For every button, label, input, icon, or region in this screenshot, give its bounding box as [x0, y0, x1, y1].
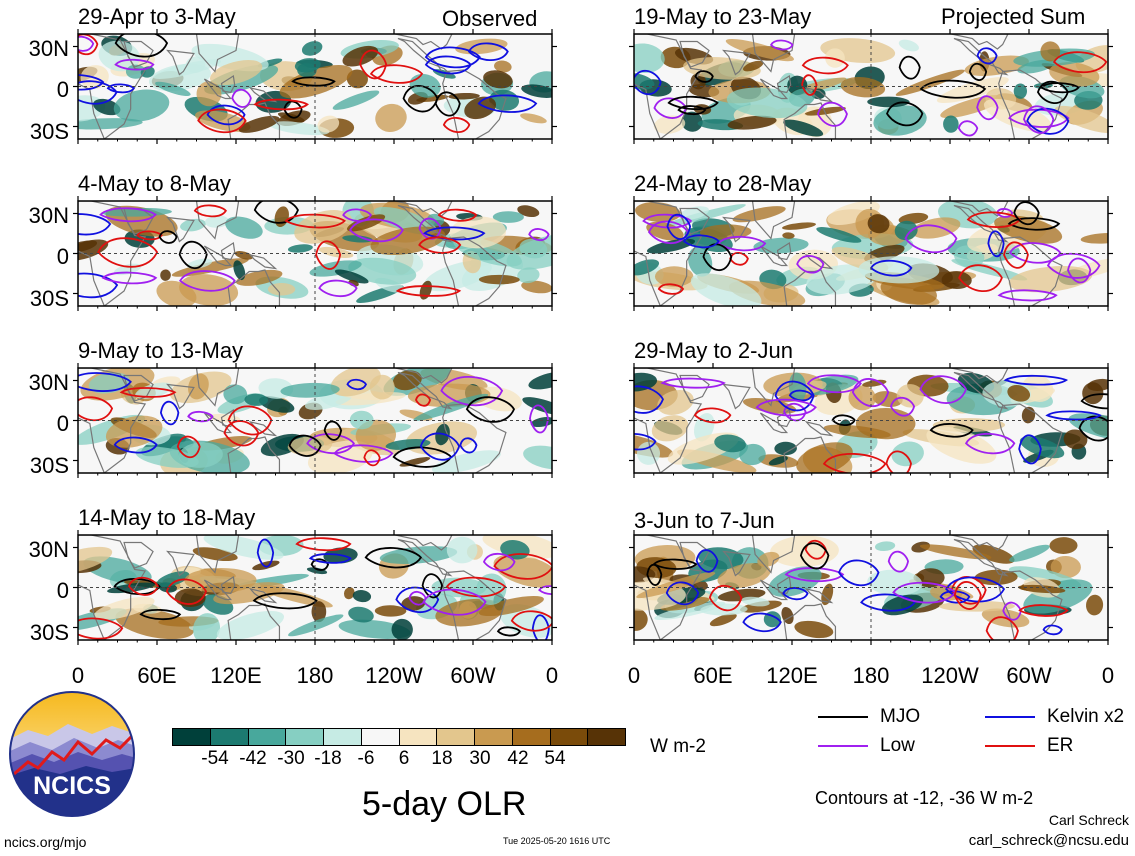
- map-panel: [78, 34, 552, 139]
- lat-label: 0: [56, 578, 69, 603]
- legend-line-kelvin: [985, 716, 1035, 718]
- lon-label: 0: [71, 663, 85, 688]
- colorbar-swatch: [512, 729, 551, 745]
- colorbar-swatch: [324, 729, 362, 745]
- panel-title-proj-1: 19-May to 23-May: [634, 4, 812, 29]
- lon-label: 60E: [693, 663, 733, 688]
- colorbar-swatch: [248, 729, 287, 745]
- colorbar-tick: -30: [277, 748, 305, 769]
- lat-label: 30N: [28, 36, 69, 61]
- logo-text: NCICS: [33, 772, 111, 800]
- legend-label-low: Low: [880, 735, 915, 756]
- colorbar-tick: 42: [507, 748, 529, 769]
- legend-line-er: [985, 745, 1035, 747]
- colorbar-tick: -18: [314, 748, 342, 769]
- lat-label: 0: [56, 411, 69, 436]
- colorbar-tick: 30: [469, 748, 491, 769]
- lon-label: 60E: [137, 663, 177, 688]
- colorbar-swatch: [550, 729, 589, 745]
- legend-er: ER: [985, 735, 1073, 757]
- lon-label: 0: [627, 663, 641, 688]
- map-panels: [73, 29, 1113, 645]
- map-panel: [78, 201, 552, 306]
- colorbar-swatch: [588, 729, 625, 745]
- colorbar-tick: 6: [398, 748, 410, 769]
- figure-title: 5-day OLR: [362, 785, 527, 823]
- legend-line-mjo: [818, 716, 868, 718]
- colorbar-swatch: [475, 729, 513, 745]
- email: carl_schreck@ncsu.edu: [968, 832, 1129, 849]
- lon-label: 120W: [921, 663, 979, 688]
- panel-title-proj-3: 29-May to 2-Jun: [634, 338, 793, 363]
- lat-label: 30S: [29, 453, 69, 478]
- legend-label-kelvin: Kelvin x2: [1047, 706, 1125, 727]
- colorbar-swatch: [437, 729, 475, 745]
- panel-title-obs-3: 9-May to 13-May: [78, 338, 244, 363]
- projected-label: Projected Sum: [941, 4, 1086, 29]
- colorbar: [172, 728, 626, 746]
- legend-low: Low: [818, 735, 915, 757]
- lon-label: 0: [545, 663, 559, 688]
- lat-label: 30N: [28, 370, 69, 395]
- colorbar-swatch: [210, 729, 249, 745]
- lon-label: 60W: [1006, 663, 1052, 688]
- colorbar-tick: -42: [239, 748, 267, 769]
- map-panel: [634, 368, 1108, 473]
- lon-label: 0: [1101, 663, 1115, 688]
- panel-title-obs-1: 29-Apr to 3-May: [78, 4, 236, 29]
- colorbar-swatch: [399, 729, 438, 745]
- colorbar-swatch: [173, 729, 211, 745]
- legend-line-low: [818, 745, 868, 747]
- lon-label: 120E: [210, 663, 262, 688]
- lon-label: 120E: [766, 663, 818, 688]
- lat-label: 30S: [29, 620, 69, 645]
- panel-title-obs-4: 14-May to 18-May: [78, 505, 256, 530]
- lon-label: 120W: [365, 663, 423, 688]
- timestamp: Tue 2025-05-20 1616 UTC: [503, 836, 611, 846]
- colorbar-tick: 54: [544, 748, 566, 769]
- legend-label-mjo: MJO: [880, 706, 921, 727]
- panel-title-obs-2: 4-May to 8-May: [78, 171, 231, 196]
- lat-label: 30N: [28, 203, 69, 228]
- lon-label: 180: [296, 663, 334, 688]
- map-panel: [634, 535, 1108, 640]
- colorbar-units: W m-2: [650, 736, 706, 757]
- colorbar-tick: -6: [357, 748, 375, 769]
- lon-label: 180: [852, 663, 890, 688]
- map-panel: [78, 535, 552, 640]
- panel-title-proj-4: 3-Jun to 7-Jun: [634, 508, 775, 533]
- panel-title-proj-2: 24-May to 28-May: [634, 171, 812, 196]
- colorbar-swatch: [286, 729, 324, 745]
- lat-label: 30N: [28, 537, 69, 562]
- legend-label-er: ER: [1047, 735, 1074, 756]
- legend-kelvin: Kelvin x2: [985, 706, 1124, 728]
- lat-label: 0: [56, 244, 69, 269]
- colorbar-swatch: [361, 729, 400, 745]
- lon-label: 60W: [450, 663, 496, 688]
- lat-label: 30S: [29, 119, 69, 144]
- lat-label: 0: [56, 77, 69, 102]
- legend-mjo: MJO: [818, 706, 920, 728]
- author: Carl Schreck: [1048, 812, 1129, 828]
- colorbar-tick: 18: [431, 748, 453, 769]
- lat-label: 30S: [29, 286, 69, 311]
- site-url: ncics.org/mjo: [4, 834, 87, 850]
- colorbar-tick: -54: [201, 748, 229, 769]
- map-panel: [634, 34, 1108, 139]
- contour-note: Contours at -12, -36 W m-2: [815, 788, 1034, 808]
- observed-label: Observed: [442, 6, 538, 31]
- map-panel: [78, 368, 552, 473]
- ncics-logo: NCICS: [9, 691, 135, 817]
- map-panel: [634, 201, 1108, 306]
